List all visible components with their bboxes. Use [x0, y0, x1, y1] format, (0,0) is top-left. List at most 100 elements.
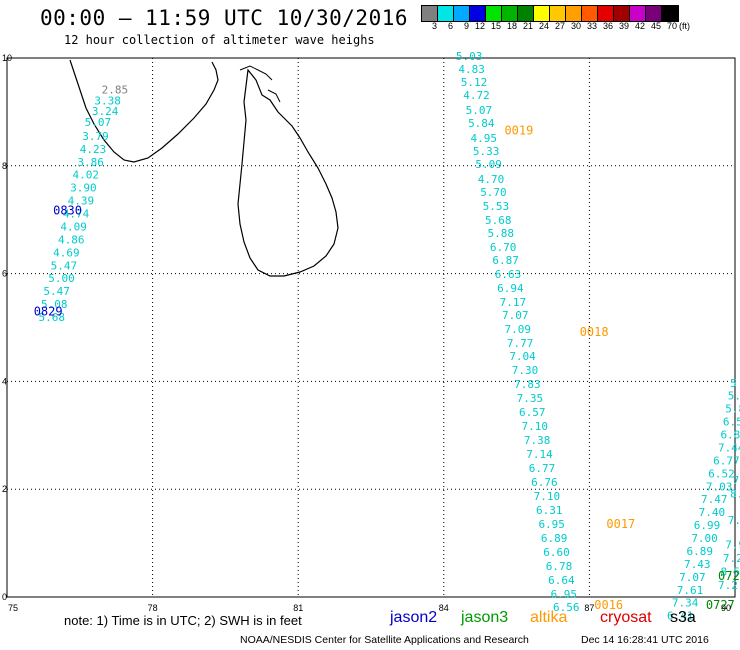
- swh-value-label: 5.8: [725, 403, 740, 416]
- map-subtitle: 12 hour collection of altimeter wave hei…: [64, 33, 375, 47]
- swh-value-label: 6.70: [490, 241, 517, 254]
- scale-swatch: [454, 6, 470, 21]
- pass-time-label: 0019: [504, 124, 533, 138]
- scale-label: 33: [586, 21, 597, 31]
- scale-label: 45: [650, 21, 661, 31]
- footer-credit: NOAA/NESDIS Center for Satellite Applica…: [240, 634, 529, 646]
- swh-value-label: 6.89: [541, 532, 568, 545]
- satellite-legend-s3a: s3a: [670, 609, 696, 626]
- y-tick-label: 0: [2, 592, 7, 602]
- swh-value-label: 7.09: [504, 323, 531, 336]
- scale-swatch: [422, 6, 438, 21]
- swh-value-label: 7.83: [514, 378, 541, 391]
- swh-value-label: 5.88: [487, 227, 513, 240]
- scale-swatch: [438, 6, 454, 21]
- swh-value-label: 5.70: [480, 186, 507, 199]
- scale-swatch: [630, 6, 646, 21]
- swh-value-label: 5.00: [48, 272, 75, 285]
- satellite-legend-cryosat: cryosat: [600, 609, 652, 626]
- swh-value-label: 6.63: [495, 268, 522, 281]
- swh-value-label: 7.04: [509, 350, 536, 363]
- swh-value-label: 6.95: [551, 588, 578, 601]
- swh-value-label: 7.77: [507, 337, 533, 350]
- swh-value-label: 7.61: [677, 584, 704, 597]
- swh-value-label: 6.5: [723, 416, 740, 429]
- swh-value-label: 2.85: [102, 84, 129, 97]
- swh-value-label: 5.08: [41, 298, 67, 311]
- footer-note: note: 1) Time is in UTC; 2) SWH is in fe…: [64, 613, 302, 628]
- swh-value-label: 6.56: [553, 601, 580, 614]
- y-tick-label: 10: [2, 53, 12, 63]
- pass-time-label: 0018: [580, 325, 609, 339]
- swh-value-label: 6.80: [720, 429, 740, 442]
- scale-swatch: [502, 6, 518, 21]
- swh-value-label: 5.09: [475, 158, 502, 171]
- swh-value-label: 5.47: [51, 259, 78, 272]
- swh-value-label: 5.03: [456, 50, 483, 63]
- swh-value-label: 4.02: [73, 169, 100, 182]
- swh-value-label: 4.72: [463, 89, 490, 102]
- time-labels-layer: 0830 0829 0019 0018 0017 0016 0728 0727: [34, 124, 740, 612]
- swh-value-label: 4.69: [53, 246, 80, 259]
- x-tick-label: 90: [721, 603, 731, 613]
- scale-swatch: [518, 6, 534, 21]
- scale-label: 39: [618, 21, 629, 31]
- swh-value-label: 6.76: [531, 476, 558, 489]
- swh-value-label: 8.5: [720, 565, 740, 578]
- satellite-legend-jason2: jason2: [390, 609, 438, 626]
- scale-swatch: [598, 6, 614, 21]
- swh-value-label: 6.87: [492, 254, 519, 267]
- map-gridlines: [7, 58, 735, 597]
- scale-swatch: [662, 6, 678, 21]
- india-coastline: [69, 59, 219, 163]
- swh-value-label: 7.30: [512, 364, 539, 377]
- swh-value-label: 4.09: [60, 220, 87, 233]
- swh-value-label: 5.07: [466, 104, 493, 117]
- swh-value-label: 5.68: [39, 311, 65, 324]
- swh-value-label: 7.47: [701, 493, 728, 506]
- swh-value-label: 3.24: [92, 105, 119, 118]
- swh-value-label: 6.99: [694, 519, 721, 532]
- swh-value-label: 7.03: [706, 480, 733, 493]
- footer-timestamp: Dec 14 16:28:41 UTC 2016: [581, 634, 709, 646]
- scale-label: 12: [474, 21, 485, 31]
- swh-value-label: 4.86: [58, 233, 85, 246]
- x-tick-label: 78: [148, 603, 158, 613]
- pass-time-label: 0830: [53, 203, 82, 217]
- swh-value-label: 5.: [728, 390, 740, 403]
- y-tick-label: 2: [2, 484, 7, 494]
- swh-value-label: 6.94: [497, 282, 524, 295]
- x-tick-label: 87: [584, 603, 594, 613]
- swh-value-label: 7.: [733, 474, 740, 487]
- swh-value-label: 4.83: [458, 63, 485, 76]
- scale-label: 15: [490, 21, 501, 31]
- swh-value-label: 7.35: [517, 392, 544, 405]
- y-tick-label: 6: [2, 269, 7, 279]
- swh-value-label: 6.64: [548, 574, 575, 587]
- swh-value-label: 4.70: [478, 173, 505, 186]
- swh-value-label: 6.89: [686, 545, 713, 558]
- swh-value-label: 6.52: [708, 467, 735, 480]
- swh-value-label: 7.07: [502, 309, 529, 322]
- pass-time-label: 0727: [706, 598, 735, 612]
- scale-label: 36: [602, 21, 613, 31]
- scale-swatch: [614, 6, 630, 21]
- swh-value-label: 5: [730, 377, 737, 390]
- scale-label: 70: [666, 21, 677, 31]
- swh-value-label: 7.34: [672, 597, 699, 610]
- swh-value-label: 7.10: [534, 490, 561, 503]
- scale-swatch: [486, 6, 502, 21]
- y-axis-ticks: 0 2 4 6 8 10: [2, 53, 12, 602]
- swh-value-label: 7.14: [526, 448, 553, 461]
- swh-value-label: 7.17: [500, 296, 527, 309]
- swh-value-label: 4.23: [80, 143, 107, 156]
- swh-value-label: 7.40: [699, 506, 726, 519]
- swh-value-label: 4.95: [470, 132, 497, 145]
- scale-label: 27: [554, 21, 565, 31]
- swh-value-label: 6.77: [529, 462, 556, 475]
- satellite-legend-jason3: jason3: [461, 609, 509, 626]
- pass-time-label: 0016: [594, 598, 623, 612]
- scale-label: 21: [522, 21, 533, 31]
- map-frame: [6, 57, 736, 598]
- scale-label: 6: [447, 21, 453, 31]
